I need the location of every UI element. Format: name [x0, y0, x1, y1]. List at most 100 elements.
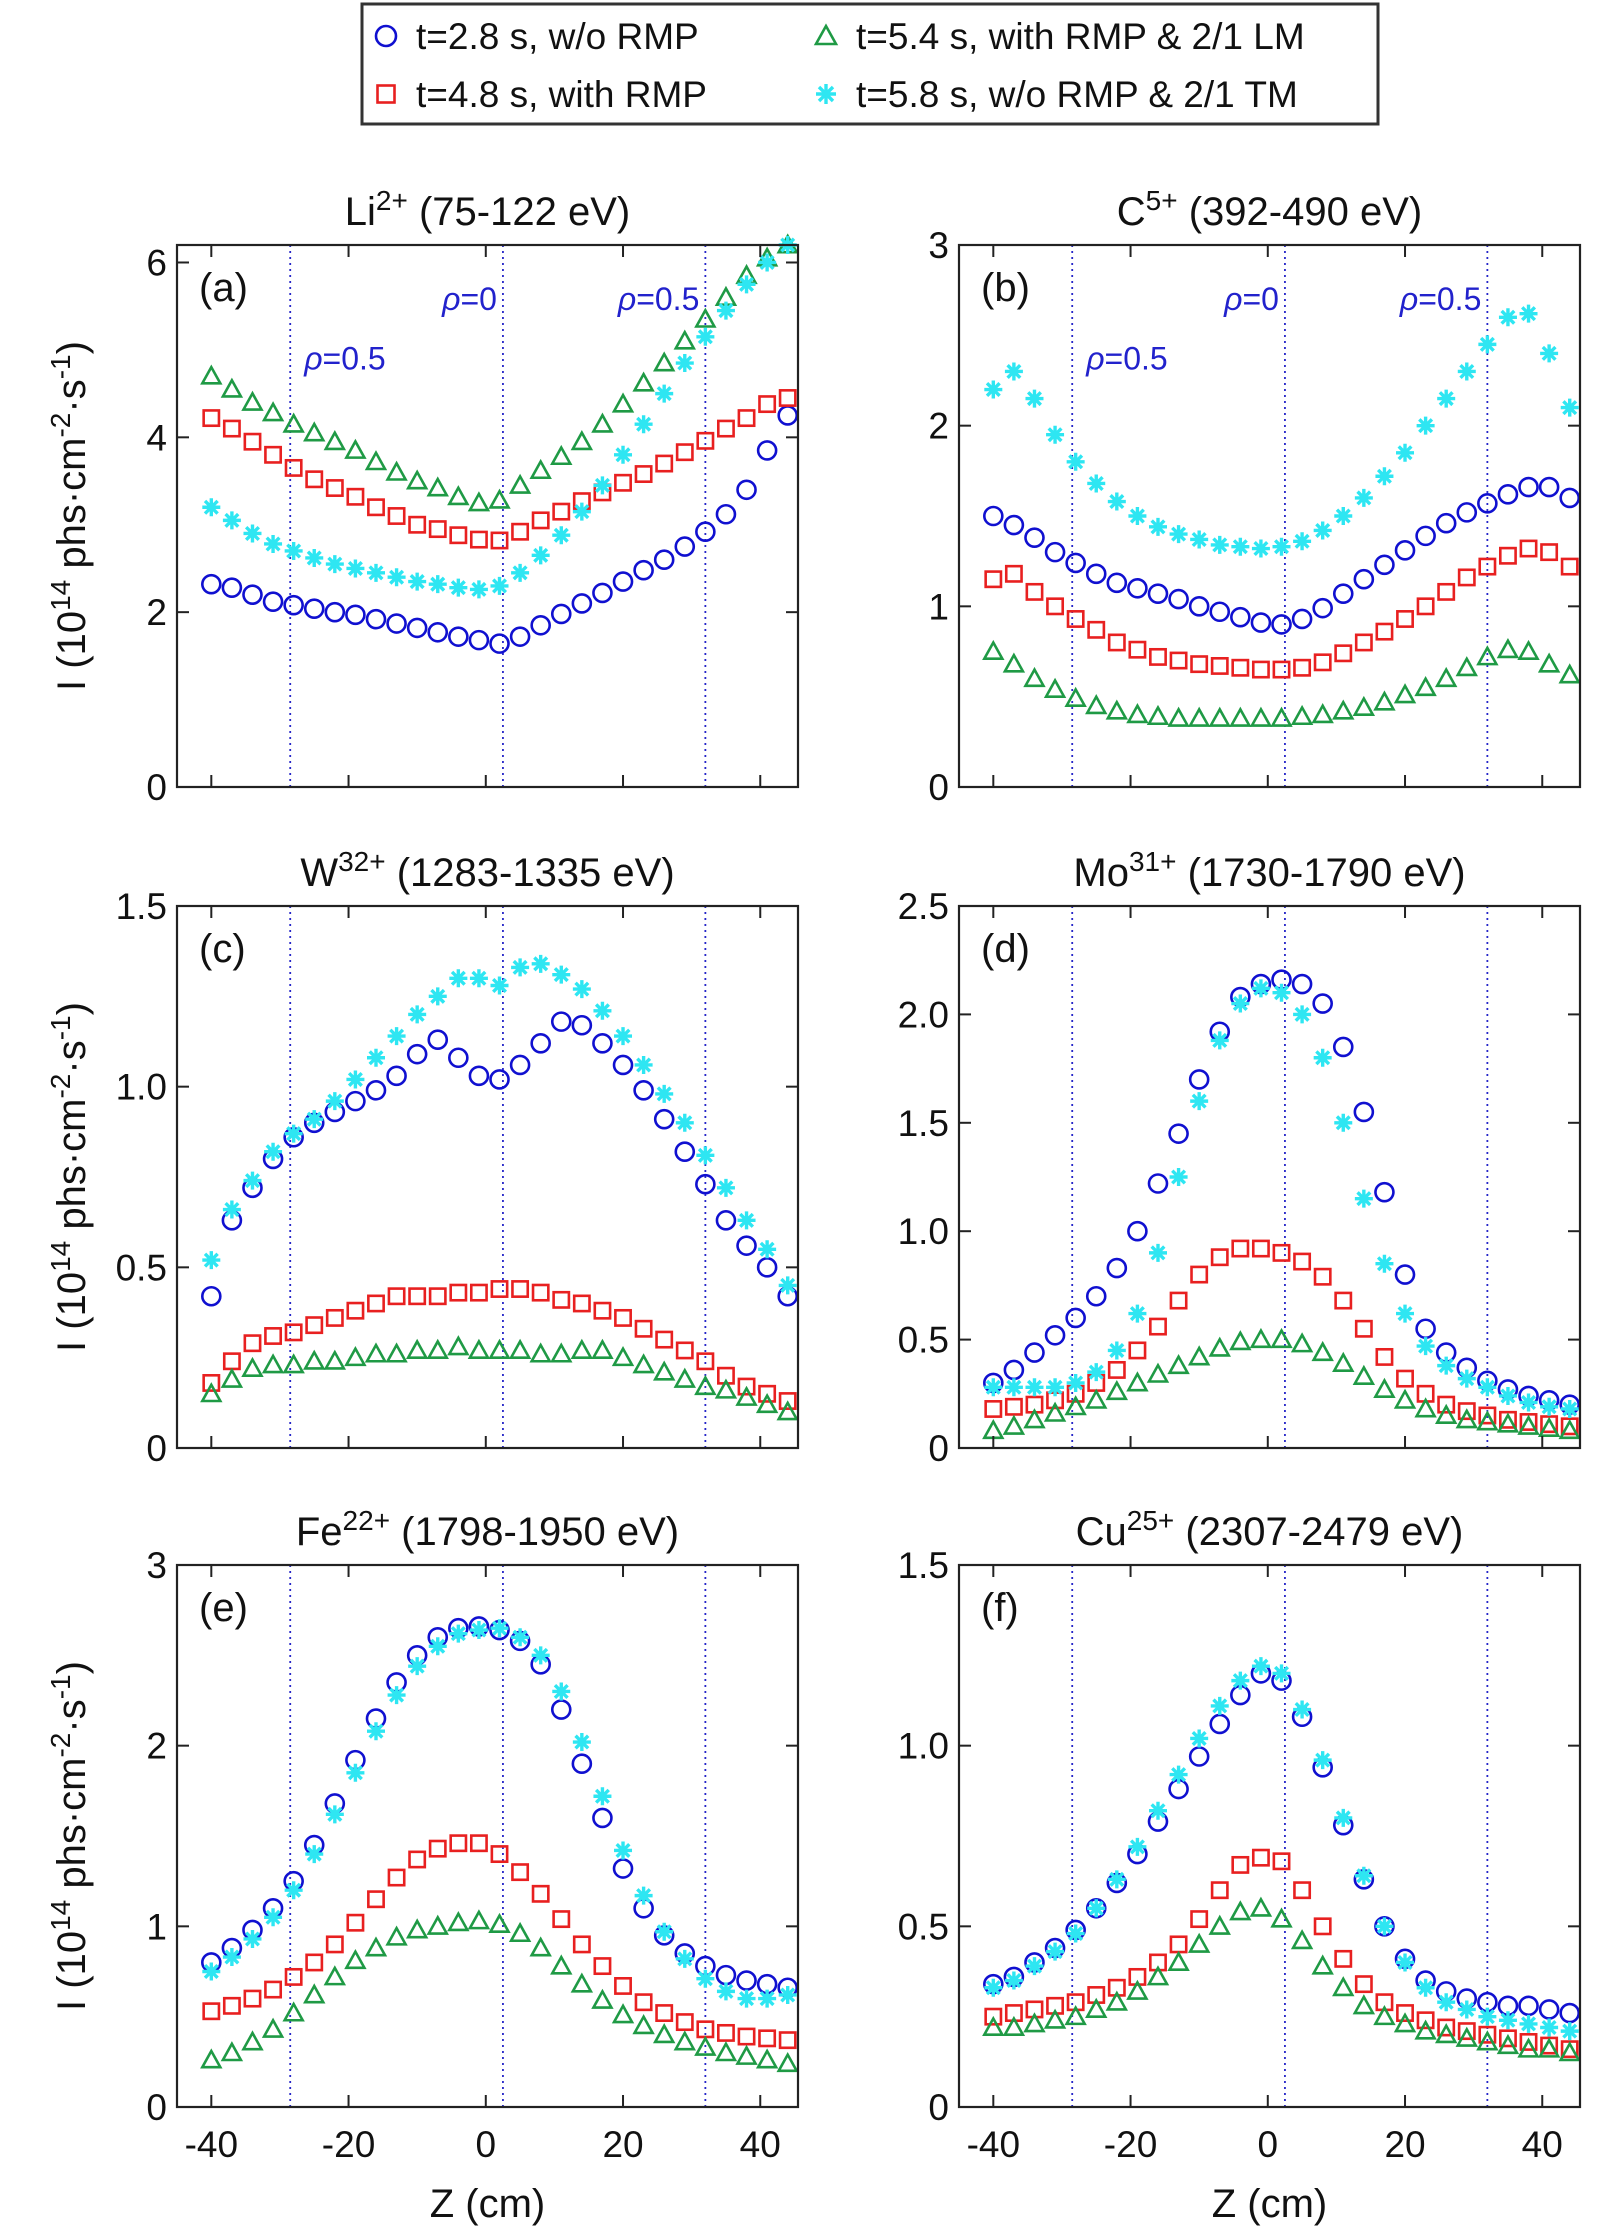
- marker-asterisk: [1416, 416, 1435, 435]
- text-part: ·s: [50, 1040, 94, 1073]
- marker-asterisk: [1560, 1399, 1579, 1418]
- marker-triangle: [1085, 694, 1108, 715]
- marker-triangle: [1537, 1416, 1561, 1437]
- marker-circle: [365, 608, 387, 630]
- marker-triangle: [303, 1983, 326, 2004]
- marker-square: [634, 465, 653, 483]
- marker-asterisk: [490, 976, 509, 995]
- y-tick-label: 1.5: [898, 1103, 949, 1144]
- marker-triangle: [591, 1338, 614, 1359]
- marker-circle: [1168, 1123, 1189, 1144]
- marker-square: [1499, 2029, 1517, 2048]
- marker-asterisk: [696, 1146, 715, 1165]
- marker-triangle: [261, 1353, 285, 1374]
- x-tick-label: 40: [1522, 2124, 1563, 2165]
- marker-triangle: [1167, 1950, 1190, 1971]
- marker-square: [1231, 1239, 1250, 1258]
- marker-square: [1190, 1910, 1209, 1929]
- marker-square: [325, 1308, 344, 1327]
- marker-asterisk: [1210, 1031, 1229, 1050]
- marker-circle: [1044, 1324, 1066, 1346]
- marker-asterisk: [1251, 539, 1270, 558]
- marker-asterisk: [778, 1985, 797, 2004]
- marker-triangle: [529, 458, 552, 480]
- y-tick-label: 1.5: [898, 1545, 949, 1586]
- marker-asterisk: [1251, 1657, 1270, 1676]
- marker-triangle: [550, 444, 573, 466]
- marker-square: [1066, 610, 1085, 628]
- marker-asterisk: [1478, 335, 1497, 354]
- marker-asterisk: [1107, 492, 1126, 511]
- marker-triangle: [1187, 706, 1211, 727]
- marker-square: [469, 1834, 488, 1853]
- marker-square: [696, 431, 715, 450]
- text-part: (392-490 eV): [1178, 190, 1423, 234]
- marker-triangle: [1496, 2033, 1520, 2055]
- marker-triangle: [611, 2003, 635, 2024]
- y-tick-label: 0: [146, 767, 167, 808]
- marker-circle: [1106, 572, 1128, 594]
- marker-triangle: [611, 1345, 635, 1367]
- marker-circle: [365, 1079, 387, 1101]
- marker-square: [552, 1290, 571, 1309]
- legend-label: t=5.8 s, w/o RMP & 2/1 TM: [856, 74, 1298, 115]
- marker-asterisk: [1560, 2022, 1579, 2041]
- marker-triangle: [1126, 1979, 1149, 2000]
- marker-square: [264, 1980, 283, 1999]
- marker-circle: [509, 1054, 531, 1076]
- marker-asterisk: [1128, 1837, 1147, 1856]
- y-tick-label: 2: [146, 1726, 167, 1767]
- marker-circle: [1394, 540, 1416, 561]
- marker-square: [717, 2023, 735, 2042]
- marker-asterisk: [202, 1251, 221, 1270]
- marker-square: [428, 1839, 447, 1858]
- axes-box: [957, 243, 1582, 789]
- marker-circle: [612, 1858, 634, 1879]
- marker-square: [1334, 644, 1353, 663]
- marker-triangle: [735, 1385, 758, 1406]
- marker-asterisk: [634, 415, 653, 434]
- marker-square: [758, 2029, 777, 2048]
- marker-triangle: [714, 2041, 738, 2062]
- marker-asterisk: [696, 327, 715, 346]
- marker-triangle: [200, 1382, 223, 1403]
- marker-circle: [1291, 973, 1313, 995]
- marker-asterisk: [469, 969, 488, 988]
- axes-box: [957, 904, 1582, 1450]
- marker-square: [778, 2031, 797, 2050]
- marker-triangle: [1208, 1336, 1231, 1357]
- marker-square: [531, 1884, 550, 1903]
- marker-square: [1519, 1413, 1538, 1431]
- marker-square: [243, 1334, 262, 1353]
- marker-square: [1004, 564, 1023, 583]
- marker-triangle: [467, 1909, 491, 1930]
- x-tick-label: -20: [1104, 2124, 1157, 2165]
- marker-asterisk: [675, 354, 694, 373]
- axes-box: [957, 1563, 1582, 2109]
- marker-square: [1087, 620, 1106, 639]
- marker-asterisk: [1293, 1700, 1312, 1719]
- marker-triangle: [1393, 683, 1417, 704]
- panel-label: (a): [199, 266, 248, 310]
- marker-square: [1149, 647, 1167, 666]
- marker-circle: [1497, 484, 1519, 505]
- panel-title: Mo31+ (1730-1790 eV): [1073, 846, 1465, 896]
- marker-square: [655, 2004, 674, 2023]
- marker-circle: [1230, 606, 1251, 628]
- marker-square: [1272, 660, 1291, 679]
- marker-circle: [674, 536, 696, 557]
- marker-asterisk: [1519, 304, 1538, 323]
- marker-circle: [262, 591, 284, 612]
- marker-triangle: [323, 1349, 347, 1370]
- marker-triangle: [1434, 1403, 1458, 1424]
- marker-triangle: [282, 412, 305, 433]
- marker-asterisk: [716, 1982, 735, 2001]
- marker-triangle: [426, 1914, 449, 1935]
- marker-square: [1251, 1848, 1270, 1867]
- marker-triangle: [673, 2030, 696, 2051]
- marker-triangle: [200, 2048, 223, 2069]
- marker-square: [1251, 660, 1270, 679]
- marker-circle: [592, 1033, 613, 1054]
- marker-triangle: [1002, 1414, 1026, 1435]
- y-tick-label: 1: [928, 586, 949, 627]
